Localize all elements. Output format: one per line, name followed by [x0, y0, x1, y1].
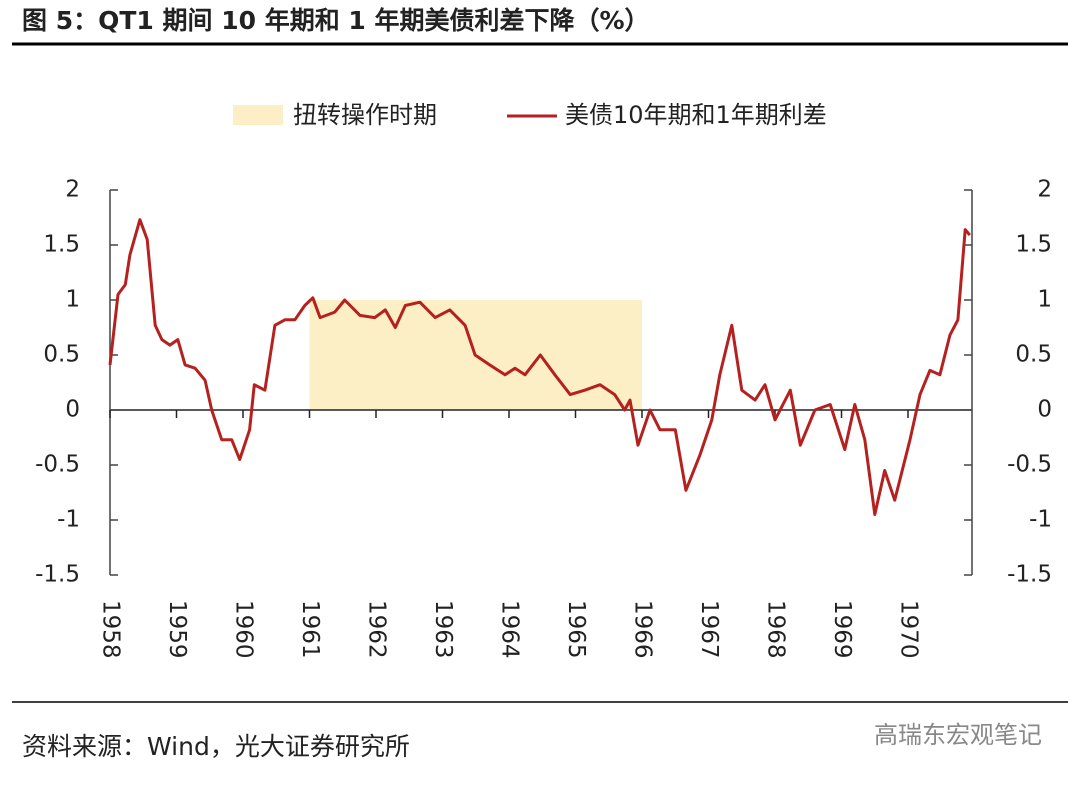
x-tick-label: 1964 [497, 600, 523, 659]
y-tick-label: 2 [65, 177, 80, 203]
x-tick-label: 1966 [630, 600, 656, 659]
y2-tick-label: 0.5 [1015, 342, 1052, 368]
x-tick-label: 1961 [297, 600, 323, 659]
y2-tick-label: 1.5 [1015, 232, 1052, 258]
line [108, 218, 971, 516]
y-tick-label: 0 [65, 397, 80, 423]
y-tick-label: 0.5 [43, 342, 80, 368]
y2-tick-label: 1 [1037, 287, 1052, 313]
y-tick-label: -1 [57, 507, 80, 533]
y2-tick-label: -1.5 [1007, 562, 1052, 588]
x-tick-label: 1965 [563, 600, 589, 659]
y2-tick-label: 0 [1037, 397, 1052, 423]
x-tick-label: 1962 [364, 600, 390, 659]
y2-tick-label: -1 [1029, 507, 1052, 533]
watermark: 高瑞东宏观笔记 [874, 721, 1042, 749]
source: 资料来源：Wind，光大证券研究所 [22, 732, 410, 761]
y-tick-label: -1.5 [35, 562, 80, 588]
y2-tick-label: 2 [1037, 177, 1052, 203]
x-tick-label: 1970 [896, 600, 922, 659]
x-tick-label: 1958 [98, 600, 124, 659]
y-tick-label: 1 [65, 287, 80, 313]
chart-title: 图 5：QT1 期间 10 年期和 1 年期美债利差下降（%） [22, 6, 650, 35]
x-tick-label: 1959 [164, 600, 190, 659]
y2-tick-label: -0.5 [1007, 452, 1052, 478]
y-tick-label: -0.5 [35, 452, 80, 478]
x-tick-label: 1968 [763, 600, 789, 659]
x-tick-label: 1969 [829, 600, 855, 659]
x-tick-label: 1960 [231, 600, 257, 659]
legend-label: 扭转操作时期 [293, 101, 437, 129]
legend-swatch [233, 105, 283, 125]
x-tick-label: 1967 [696, 600, 722, 659]
legend-label: 美债10年期和1年期利差 [565, 101, 827, 129]
y-tick-label: 1.5 [43, 232, 80, 258]
x-tick-label: 1963 [430, 600, 456, 659]
